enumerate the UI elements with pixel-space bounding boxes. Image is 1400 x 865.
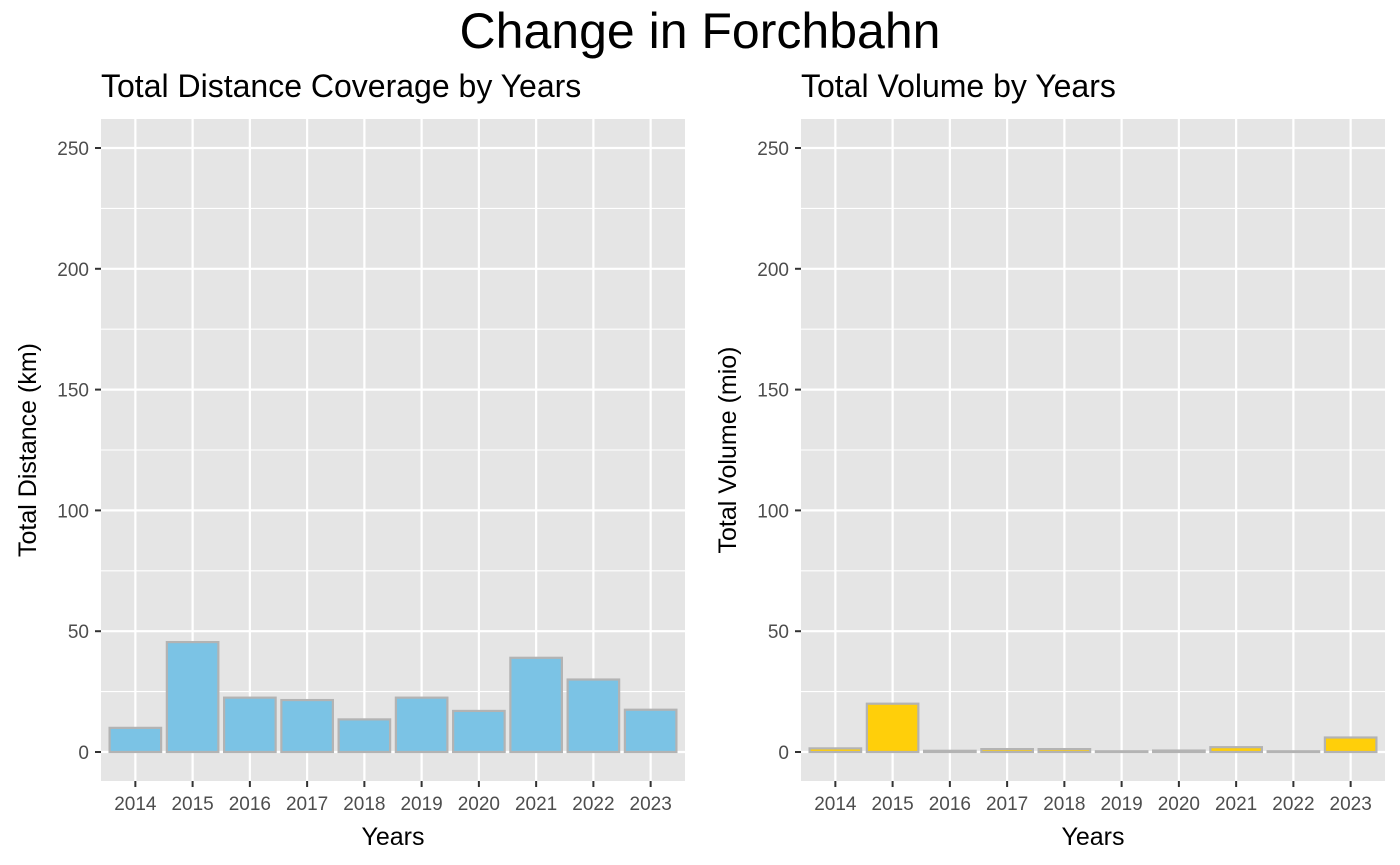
distance-x-tick-label: 2015 [171, 794, 213, 815]
distance-x-tick-label: 2016 [229, 794, 271, 815]
distance-y-tick-label: 50 [68, 622, 89, 643]
distance-x-tick-label: 2018 [343, 794, 385, 815]
volume-x-tick-label: 2019 [1100, 794, 1142, 815]
volume-bar-2018 [1037, 748, 1092, 754]
distance-bar-2020 [452, 709, 506, 754]
volume-y-tick-label: 150 [757, 381, 789, 402]
volume-chart: 0 50 100 150 200 250 2014 2015 2016 2017 2018 2019 2… [714, 68, 1385, 851]
distance-bar-2015 [165, 640, 220, 754]
distance-x-tick-label: 2022 [572, 794, 614, 815]
distance-x-tick-label: 2020 [458, 794, 500, 815]
distance-y-tick-label: 100 [57, 501, 89, 522]
volume-bar-2015 [865, 702, 920, 754]
volume-bar-2023 [1323, 736, 1378, 754]
volume-x-tick-label: 2015 [871, 794, 913, 815]
distance-bar-2016 [222, 696, 277, 754]
volume-x-tick-label: 2021 [1215, 794, 1257, 815]
distance-bar-2019 [394, 696, 449, 754]
distance-bar-2021 [509, 656, 564, 754]
distance-x-axis-label: Years [361, 823, 424, 851]
distance-chart: 0 50 100 150 200 250 2014 2015 2016 2017 2018 2019 2… [14, 68, 685, 851]
volume-x-tick-label: 2016 [929, 794, 971, 815]
volume-x-tick-label: 2014 [814, 794, 857, 815]
volume-bar-2020 [1152, 749, 1206, 754]
figure-title: Change in Forchbahn [460, 3, 941, 59]
volume-x-tick-label: 2018 [1043, 794, 1085, 815]
distance-bar-2014 [108, 726, 163, 754]
distance-bar-2018 [337, 718, 392, 754]
volume-bar-2016 [922, 749, 977, 754]
distance-chart-title: Total Distance Coverage by Years [101, 68, 581, 104]
volume-x-tick-label: 2023 [1330, 794, 1372, 815]
volume-bar-2019 [1094, 750, 1149, 754]
volume-y-tick-label: 0 [778, 743, 789, 764]
distance-x-tick-label: 2021 [515, 794, 557, 815]
distance-x-tick-label: 2014 [114, 794, 157, 815]
volume-y-axis-label: Total Volume (mio) [714, 346, 742, 553]
distance-y-tick-label: 250 [57, 139, 89, 160]
distance-x-tick-label: 2019 [400, 794, 442, 815]
volume-chart-title: Total Volume by Years [801, 68, 1116, 104]
distance-bar-2023 [623, 708, 678, 754]
volume-x-tick-label: 2020 [1158, 794, 1200, 815]
volume-y-tick-label: 200 [757, 260, 789, 281]
distance-bar-2022 [566, 678, 621, 754]
volume-bar-2021 [1209, 746, 1264, 754]
distance-bar-2017 [280, 698, 334, 754]
volume-x-tick-label: 2022 [1272, 794, 1314, 815]
distance-y-axis-label: Total Distance (km) [14, 343, 42, 557]
distance-x-tick-label: 2023 [630, 794, 672, 815]
volume-y-tick-label: 250 [757, 139, 789, 160]
distance-y-tick-label: 200 [57, 260, 89, 281]
volume-y-tick-label: 100 [757, 501, 789, 522]
volume-bar-2022 [1266, 750, 1321, 754]
distance-y-tick-label: 0 [78, 743, 89, 764]
volume-x-axis-label: Years [1061, 823, 1124, 851]
volume-bar-2017 [980, 748, 1034, 754]
distance-y-tick-label: 150 [57, 381, 89, 402]
distance-x-tick-label: 2017 [286, 794, 328, 815]
volume-y-tick-label: 50 [768, 622, 789, 643]
volume-bar-2014 [808, 747, 863, 754]
volume-x-tick-label: 2017 [986, 794, 1028, 815]
